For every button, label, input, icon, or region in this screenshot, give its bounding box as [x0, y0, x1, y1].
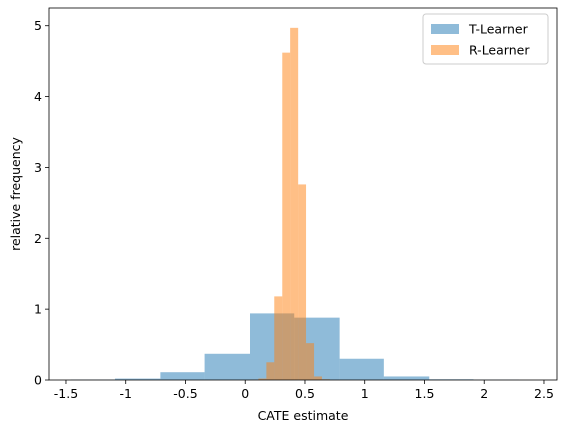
bar: [266, 362, 275, 380]
bar: [282, 52, 291, 380]
bar: [314, 376, 322, 380]
y-tick-label: 5: [34, 18, 42, 33]
x-tick-label: -0.5: [173, 386, 197, 401]
bar: [339, 358, 384, 380]
bar: [290, 27, 299, 381]
bar: [160, 372, 205, 380]
bar: [204, 353, 251, 380]
y-tick-label: 3: [34, 160, 42, 175]
y-tick-label: 0: [34, 373, 42, 388]
plot-frame: [48, 7, 558, 381]
legend-swatch: [431, 45, 459, 55]
y-tick-label: 1: [34, 302, 42, 317]
x-tick-label: -1: [119, 386, 131, 401]
x-tick-label: 0: [241, 386, 249, 401]
x-tick-label: 0.5: [295, 386, 315, 401]
legend-label: R-Learner: [469, 43, 530, 58]
bar: [114, 378, 161, 380]
bar: [274, 296, 283, 380]
x-tick-label: -1.5: [54, 386, 78, 401]
y-axis-label: relative frequency: [8, 136, 23, 250]
x-tick-label: 1: [361, 386, 369, 401]
x-axis-label: CATE estimate: [258, 408, 349, 423]
bar: [306, 343, 315, 380]
x-tick-label: 2.5: [534, 386, 554, 401]
legend-swatch: [431, 24, 459, 34]
y-tick-label: 2: [34, 231, 42, 246]
legend-label: T-Learner: [468, 22, 529, 37]
bar: [258, 378, 267, 380]
y-tick-label: 4: [34, 89, 42, 104]
bar: [383, 376, 430, 380]
x-tick-label: 1.5: [415, 386, 435, 401]
x-tick-label: 2: [480, 386, 488, 401]
bar: [298, 184, 307, 380]
